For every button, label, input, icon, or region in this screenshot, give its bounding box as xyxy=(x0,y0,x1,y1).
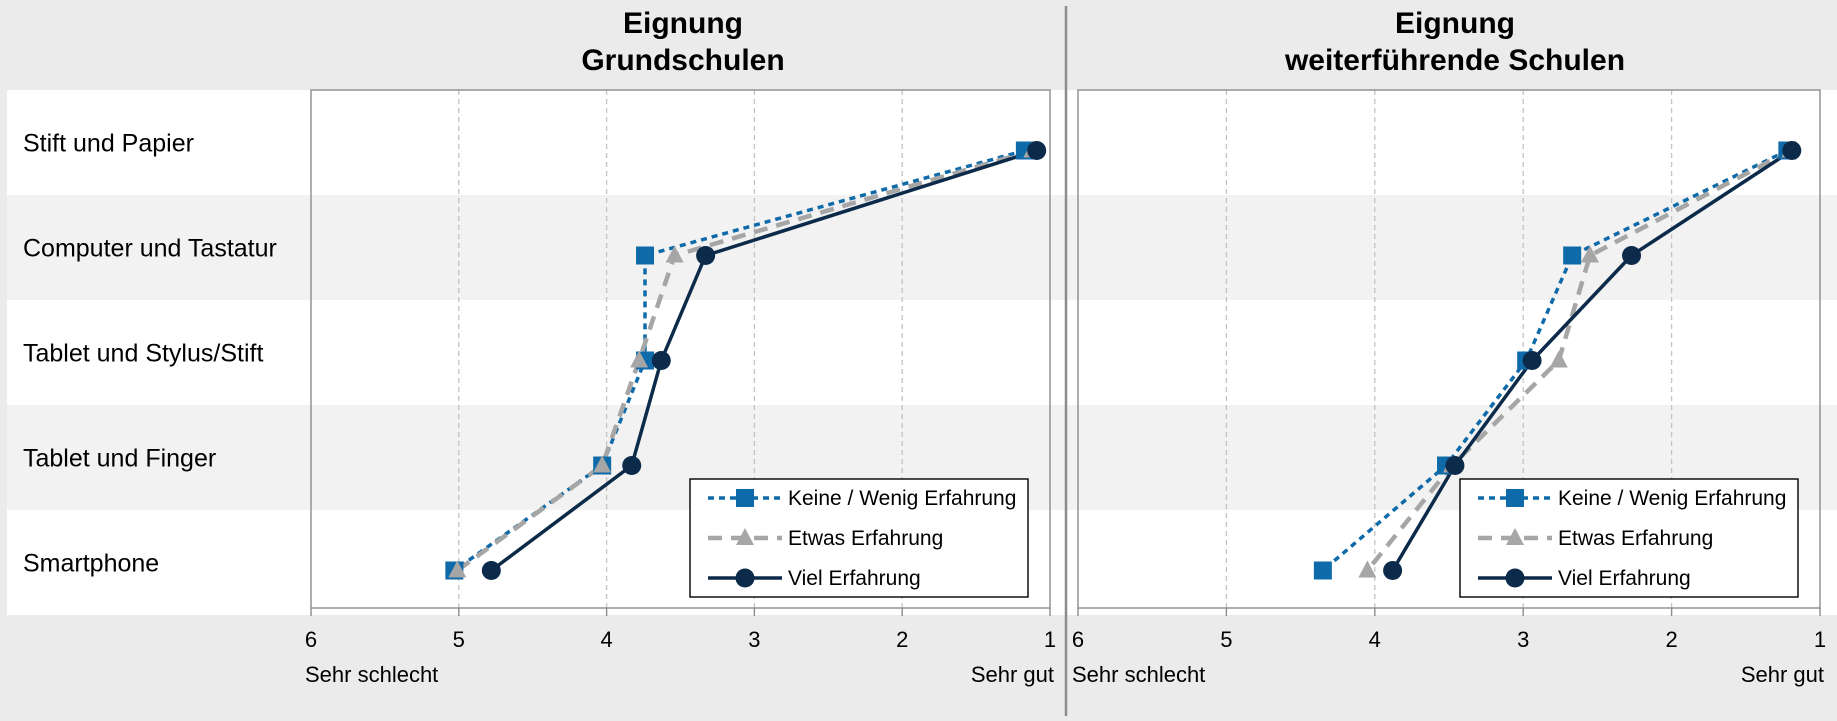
data-point-triangle xyxy=(736,528,754,545)
plot-border xyxy=(1077,89,1821,609)
data-point-circle xyxy=(1027,141,1047,160)
data-point-square xyxy=(636,246,655,265)
data-point-square xyxy=(1506,489,1524,507)
x-tick-label: 3 xyxy=(748,627,760,652)
chart-title-line: Eignung xyxy=(623,7,743,40)
data-point-circle xyxy=(481,561,501,580)
x-tick-label: 4 xyxy=(1369,627,1381,652)
legend-label: Keine / Wenig Erfahrung xyxy=(1558,487,1786,510)
x-axis-right-label: Sehr gut xyxy=(971,662,1054,687)
row-band xyxy=(7,195,1837,300)
data-point-square xyxy=(1563,246,1582,265)
legend-label: Keine / Wenig Erfahrung xyxy=(788,487,1016,510)
data-point-circle xyxy=(1383,561,1403,580)
data-point-triangle xyxy=(448,560,467,578)
x-tick-label: 4 xyxy=(600,627,612,652)
x-tick-label: 2 xyxy=(1665,627,1677,652)
data-point-triangle xyxy=(630,350,649,368)
x-tick-label: 5 xyxy=(1220,627,1232,652)
x-axis-right-label: Sehr gut xyxy=(1741,662,1824,687)
data-point-triangle xyxy=(665,245,684,263)
data-point-triangle xyxy=(1506,528,1524,545)
category-label: Stift und Papier xyxy=(23,130,194,158)
category-label: Tablet und Stylus/Stift xyxy=(23,340,263,368)
row-band xyxy=(7,90,1837,195)
x-tick-label: 3 xyxy=(1517,627,1529,652)
x-tick-label: 6 xyxy=(305,627,317,652)
data-point-circle xyxy=(1445,456,1465,475)
x-tick-label: 1 xyxy=(1044,627,1056,652)
data-point-square xyxy=(736,489,754,507)
x-axis-left-label: Sehr schlecht xyxy=(305,662,438,687)
data-point-circle xyxy=(1782,141,1802,160)
category-label: Tablet und Finger xyxy=(23,445,216,473)
category-label: Smartphone xyxy=(23,550,159,578)
data-point-triangle xyxy=(1549,350,1568,368)
plot-border xyxy=(310,89,1051,609)
chart-title-line: Eignung xyxy=(1395,7,1515,40)
x-tick-label: 5 xyxy=(453,627,465,652)
chart-title-line: weiterführende Schulen xyxy=(1284,44,1625,77)
data-point-triangle xyxy=(1358,560,1377,578)
legend-label: Viel Erfahrung xyxy=(1558,567,1691,590)
data-point-circle xyxy=(1522,351,1542,370)
legend-label: Viel Erfahrung xyxy=(788,567,921,590)
data-point-circle xyxy=(696,246,716,265)
x-tick-label: 2 xyxy=(896,627,908,652)
data-point-circle xyxy=(651,351,671,370)
data-point-triangle xyxy=(593,455,612,473)
legend-label: Etwas Erfahrung xyxy=(1558,527,1713,550)
data-point-circle xyxy=(622,456,642,475)
legend-label: Etwas Erfahrung xyxy=(788,527,943,550)
category-label: Computer und Tastatur xyxy=(23,235,277,263)
data-point-square xyxy=(1313,561,1332,580)
data-point-circle xyxy=(1505,568,1525,588)
x-tick-label: 1 xyxy=(1814,627,1826,652)
chart-title-line: Grundschulen xyxy=(581,44,784,77)
x-tick-label: 6 xyxy=(1072,627,1084,652)
data-point-triangle xyxy=(1580,245,1599,263)
x-axis-left-label: Sehr schlecht xyxy=(1072,662,1205,687)
data-point-circle xyxy=(735,568,755,588)
data-point-circle xyxy=(1622,246,1642,265)
